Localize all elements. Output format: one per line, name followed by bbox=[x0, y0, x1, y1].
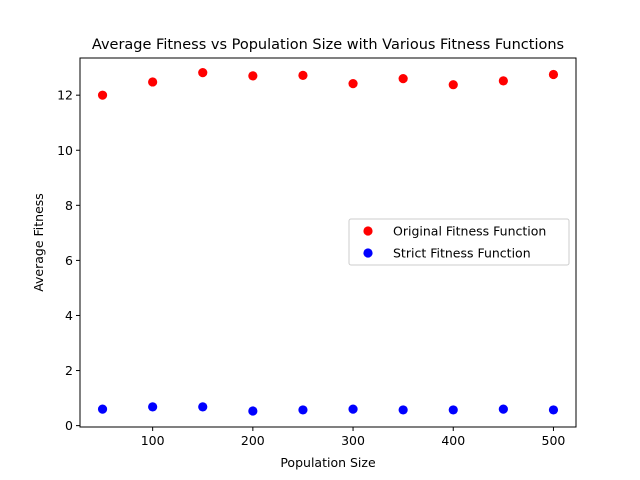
y-axis-label: Average Fitness bbox=[31, 193, 46, 292]
data-point bbox=[198, 67, 208, 78]
data-point bbox=[398, 74, 408, 84]
x-axis-label: Population Size bbox=[280, 455, 376, 470]
y-axis: 0 2 4 6 8 10 12 bbox=[57, 88, 80, 433]
data-point bbox=[348, 79, 358, 89]
legend-label: Original Fitness Function bbox=[393, 224, 546, 239]
data-point bbox=[148, 77, 158, 87]
x-tick-label: 500 bbox=[542, 433, 566, 448]
data-point bbox=[97, 404, 108, 414]
data-point bbox=[248, 71, 258, 81]
y-tick-label: 8 bbox=[65, 198, 73, 213]
legend-marker bbox=[363, 226, 373, 236]
x-tick-label: 200 bbox=[241, 433, 265, 448]
x-tick-label: 400 bbox=[441, 433, 465, 448]
legend: Original Fitness Function Strict Fitness … bbox=[348, 218, 570, 266]
y-tick-label: 6 bbox=[65, 253, 73, 268]
data-point bbox=[448, 405, 458, 415]
legend-label: Strict Fitness Function bbox=[393, 246, 531, 261]
y-tick-label: 0 bbox=[65, 418, 73, 433]
data-point bbox=[298, 405, 308, 415]
data-point bbox=[498, 76, 508, 86]
data-point bbox=[398, 405, 408, 415]
data-point bbox=[248, 406, 258, 416]
y-tick-label: 10 bbox=[57, 143, 73, 158]
series-strict bbox=[97, 402, 559, 416]
data-point bbox=[148, 402, 158, 412]
chart-title: Average Fitness vs Population Size with … bbox=[92, 37, 564, 53]
data-point bbox=[548, 69, 559, 80]
data-point bbox=[348, 404, 358, 414]
plot-area bbox=[79, 57, 577, 428]
data-point bbox=[498, 404, 508, 414]
data-point bbox=[97, 90, 108, 100]
data-point bbox=[298, 70, 308, 80]
data-point bbox=[448, 80, 458, 90]
x-tick-label: 300 bbox=[341, 433, 365, 448]
y-tick-label: 4 bbox=[65, 308, 73, 323]
x-axis: 100 200 300 400 500 bbox=[141, 427, 566, 448]
y-tick-label: 12 bbox=[57, 88, 73, 103]
legend-box bbox=[348, 218, 570, 266]
series-original bbox=[97, 67, 559, 100]
x-tick-label: 100 bbox=[141, 433, 165, 448]
data-point bbox=[198, 402, 208, 412]
y-tick-label: 2 bbox=[65, 363, 73, 378]
data-points bbox=[97, 67, 559, 416]
legend-marker bbox=[363, 248, 373, 258]
data-point bbox=[548, 405, 559, 415]
